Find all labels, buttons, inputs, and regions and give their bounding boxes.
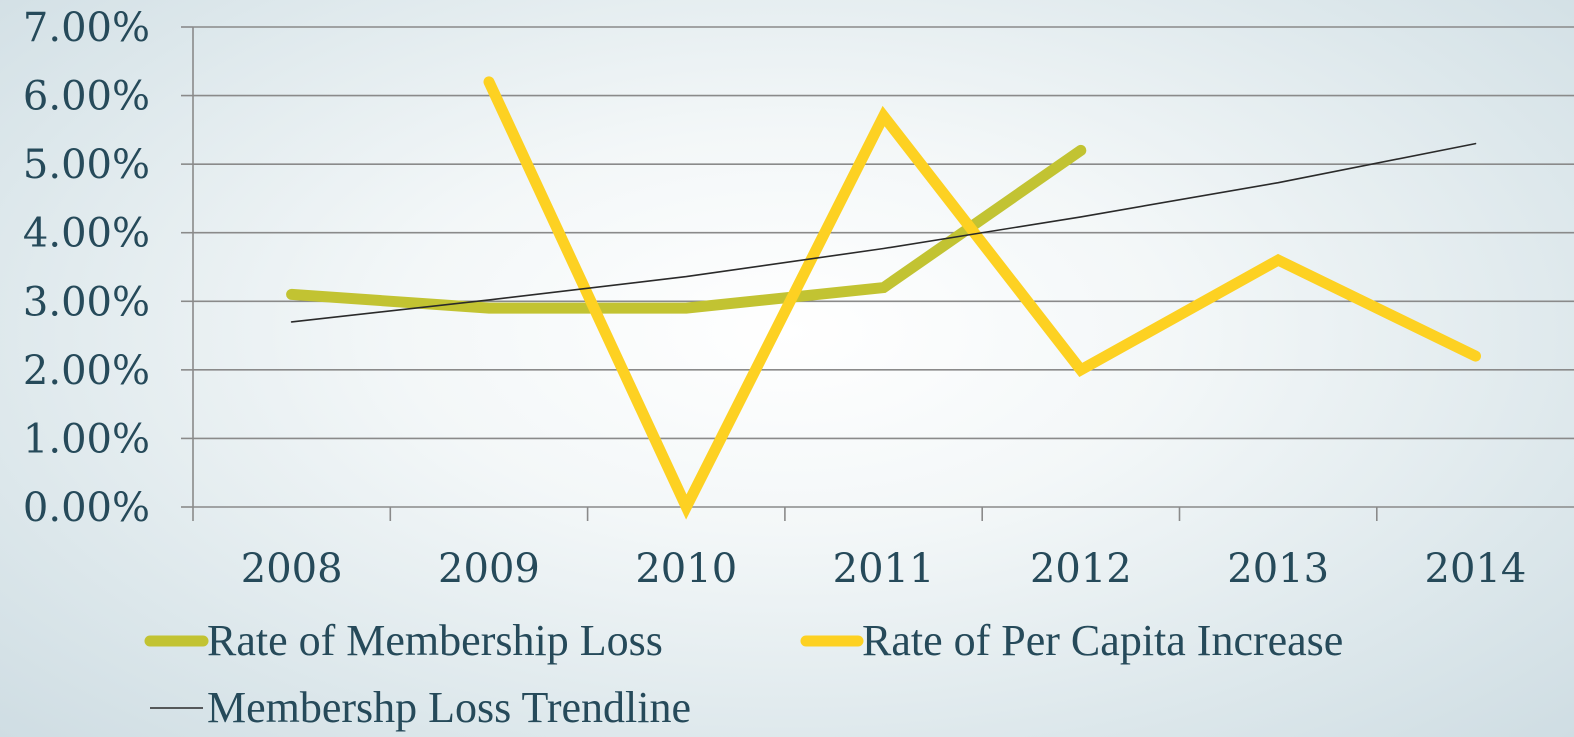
- x-tick-label: 2010: [635, 546, 737, 592]
- x-tick-label: 2009: [438, 546, 540, 592]
- gridlines: [193, 26, 1574, 440]
- x-axis-tick-labels: 2008 2009 2010 2011 2012 2013 2014: [241, 546, 1527, 592]
- x-tick-label: 2008: [241, 546, 343, 592]
- y-tick-label: 1.00%: [23, 416, 150, 462]
- x-tick-label: 2011: [833, 546, 935, 592]
- legend-label: Rate of Membership Loss: [207, 616, 663, 665]
- series-line-3: [290, 142, 1477, 323]
- y-tick-label: 2.00%: [23, 348, 150, 394]
- x-tick-label: 2014: [1425, 546, 1527, 592]
- y-tick-label: 5.00%: [23, 142, 150, 188]
- x-tick-label: 2012: [1030, 546, 1132, 592]
- y-tick-label: 4.00%: [23, 211, 150, 257]
- legend-label: Membershp Loss Trendline: [207, 683, 691, 732]
- legend-label: Rate of Per Capita Increase: [862, 616, 1343, 665]
- legend: Rate of Membership Loss Rate of Per Capit…: [144, 616, 1343, 732]
- series-line-1: [286, 144, 1087, 314]
- series-line-2: [483, 76, 1481, 520]
- y-tick-label: 7.00%: [23, 5, 150, 51]
- x-tick-label: 2013: [1227, 546, 1329, 592]
- axes: [181, 26, 1574, 521]
- series-lines: [286, 76, 1481, 520]
- y-axis-tick-labels: 0.00% 1.00% 2.00% 3.00% 4.00% 5.00% 6.00% 7.00%: [23, 5, 150, 531]
- y-tick-label: 0.00%: [23, 485, 150, 531]
- y-tick-label: 6.00%: [23, 74, 150, 120]
- y-tick-label: 3.00%: [23, 279, 150, 325]
